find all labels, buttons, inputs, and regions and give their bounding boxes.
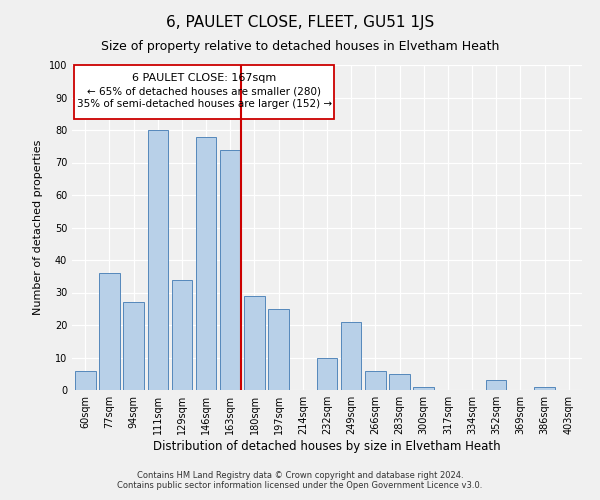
- Bar: [534, 387, 555, 390]
- Text: Size of property relative to detached houses in Elvetham Heath: Size of property relative to detached ho…: [101, 40, 499, 53]
- Text: 35% of semi-detached houses are larger (152) →: 35% of semi-detached houses are larger (…: [77, 99, 332, 109]
- Bar: [365, 370, 386, 390]
- Bar: [389, 374, 410, 390]
- Bar: [124, 302, 144, 390]
- Bar: [244, 296, 265, 390]
- Bar: [341, 322, 361, 390]
- Bar: [413, 387, 434, 390]
- Bar: [220, 150, 241, 390]
- Bar: [99, 273, 120, 390]
- Bar: [172, 280, 192, 390]
- Bar: [148, 130, 168, 390]
- X-axis label: Distribution of detached houses by size in Elvetham Heath: Distribution of detached houses by size …: [153, 440, 501, 453]
- Text: 6, PAULET CLOSE, FLEET, GU51 1JS: 6, PAULET CLOSE, FLEET, GU51 1JS: [166, 15, 434, 30]
- Bar: [75, 370, 95, 390]
- Bar: [196, 136, 217, 390]
- Text: 6 PAULET CLOSE: 167sqm: 6 PAULET CLOSE: 167sqm: [132, 73, 277, 83]
- Y-axis label: Number of detached properties: Number of detached properties: [33, 140, 43, 315]
- Bar: [268, 308, 289, 390]
- Bar: [317, 358, 337, 390]
- Text: ← 65% of detached houses are smaller (280): ← 65% of detached houses are smaller (28…: [88, 86, 322, 96]
- Bar: [486, 380, 506, 390]
- Text: Contains HM Land Registry data © Crown copyright and database right 2024.
Contai: Contains HM Land Registry data © Crown c…: [118, 470, 482, 490]
- FancyBboxPatch shape: [74, 65, 334, 118]
